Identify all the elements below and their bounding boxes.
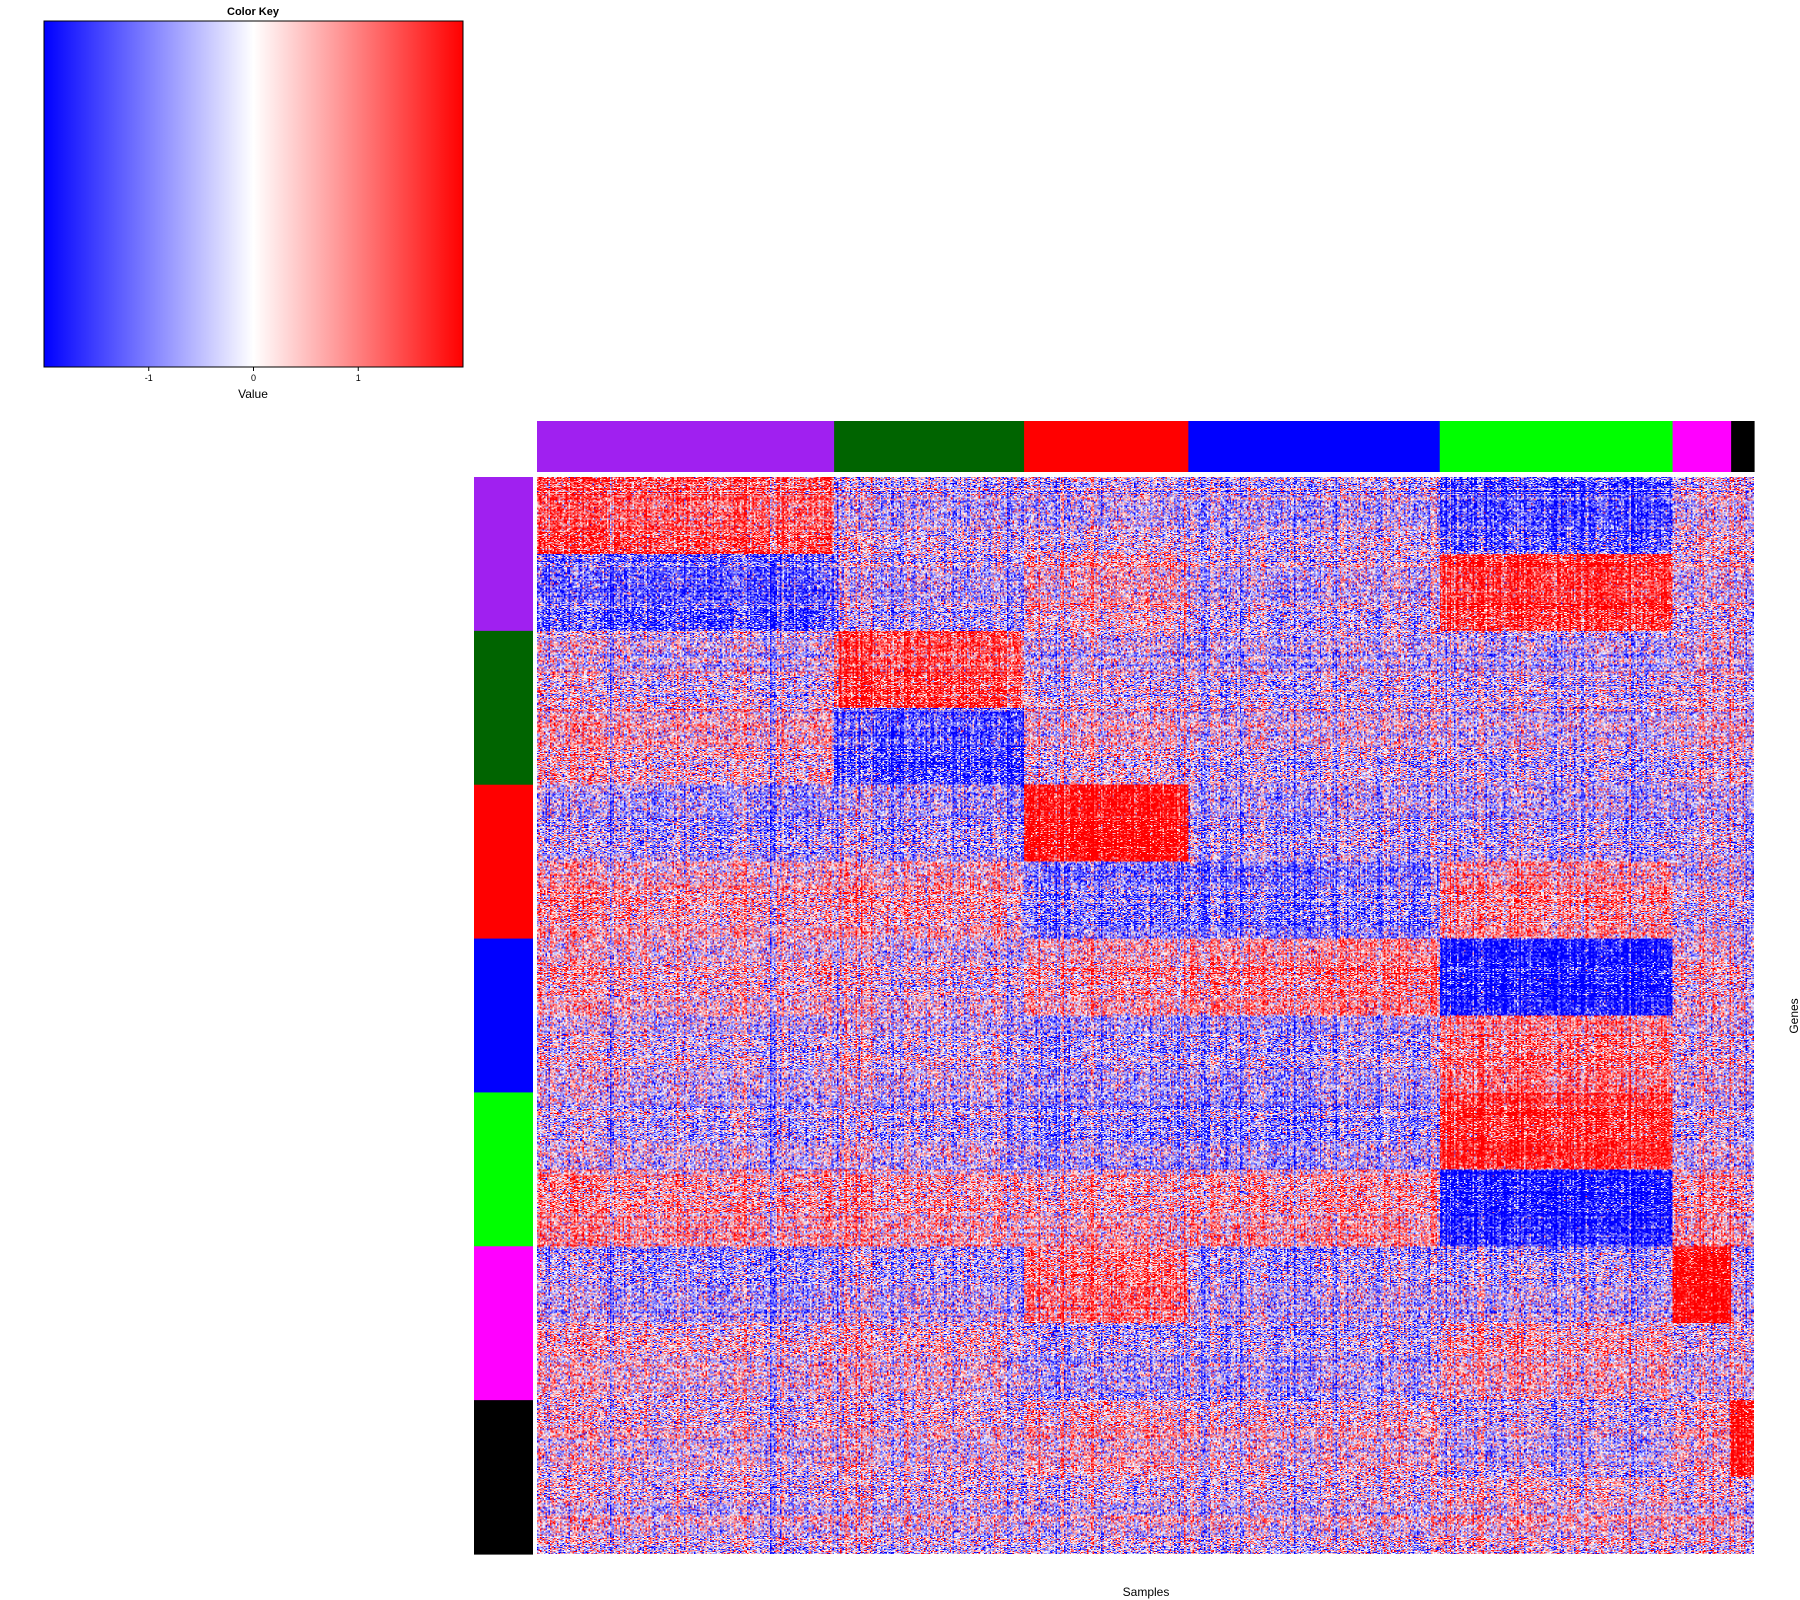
column-group-green [1439,421,1674,472]
column-sidebar [537,421,1755,472]
y-axis-label: Genes [1787,998,1800,1033]
color-key-label: Value [238,387,268,401]
column-group-black [1731,421,1755,472]
color-key-tick-label: -1 [145,373,153,383]
color-key-gradient [43,20,464,368]
row-group-red [474,784,533,940]
row-group-green [474,1092,533,1247]
row-group-purple [474,477,533,632]
color-key-title: Color Key [227,6,280,18]
row-group-darkgreen [474,630,533,786]
row-group-black [474,1400,533,1555]
column-group-blue [1188,421,1441,472]
color-key-tick-label: 0 [251,373,256,383]
row-group-blue [474,938,533,1094]
x-axis-label: Samples [1123,1585,1170,1599]
column-group-purple [537,421,835,472]
row-group-magenta [474,1246,533,1401]
column-group-magenta [1672,421,1732,472]
column-group-red [1024,421,1189,472]
row-sidebar [474,477,533,1555]
color-key-tick-label: 1 [356,373,361,383]
color-key: Color Key -1 0 1 Value [43,6,464,401]
color-key-ticks: -1 0 1 [145,367,361,383]
heatmap-matrix [537,477,1754,1554]
column-group-darkgreen [834,421,1025,472]
